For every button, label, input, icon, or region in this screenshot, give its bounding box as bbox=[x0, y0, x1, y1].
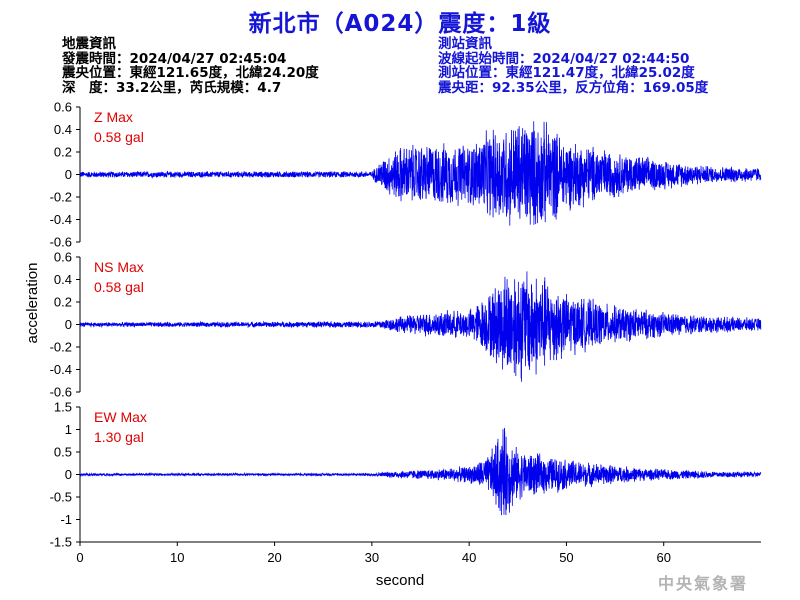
y-tick-label: 0.4 bbox=[54, 272, 72, 287]
x-tick-label: 20 bbox=[267, 550, 281, 565]
y-tick-label: 1 bbox=[65, 422, 72, 437]
y-tick-label: -0.4 bbox=[50, 212, 72, 227]
x-tick-label: 60 bbox=[656, 550, 670, 565]
y-tick-label: -0.6 bbox=[50, 235, 72, 250]
y-tick-label: -0.5 bbox=[50, 490, 72, 505]
component-label: EW Max bbox=[94, 409, 147, 425]
distance-azimuth: 震央距：92.35公里，反方位角：169.05度 bbox=[438, 79, 709, 96]
y-tick-label: -1.5 bbox=[50, 535, 72, 550]
y-tick-label: 0.2 bbox=[54, 145, 72, 160]
y-tick-label: 0 bbox=[65, 167, 72, 182]
depth-magnitude: 深 度：33.2公里，芮氏規模：4.7 bbox=[62, 79, 282, 96]
y-tick-label: 0.6 bbox=[54, 100, 72, 115]
x-tick-label: 30 bbox=[365, 550, 379, 565]
waveform-trace-ns bbox=[79, 271, 762, 382]
x-tick-label: 50 bbox=[559, 550, 573, 565]
y-tick-label: -0.2 bbox=[50, 190, 72, 205]
station-info-heading: 測站資訊 bbox=[438, 36, 492, 52]
chart-title: 新北市（A024）震度：1級 bbox=[248, 11, 552, 37]
x-tick-label: 0 bbox=[76, 550, 83, 565]
x-axis-title: second bbox=[376, 572, 424, 589]
y-tick-label: -0.6 bbox=[50, 385, 72, 400]
y-axis-title: acceleration bbox=[24, 263, 41, 344]
station-info: 測站資訊 波線起始時間：2024/04/27 02:44:50 測站位置：東經1… bbox=[438, 37, 708, 95]
y-tick-label: 0.4 bbox=[54, 122, 72, 137]
x-tick-label: 10 bbox=[170, 550, 184, 565]
y-tick-label: 0 bbox=[65, 467, 72, 482]
y-tick-label: 0.2 bbox=[54, 295, 72, 310]
waveform-start-time: 波線起始時間：2024/04/27 02:44:50 bbox=[438, 50, 690, 67]
y-tick-label: -0.2 bbox=[50, 340, 72, 355]
y-tick-label: -1 bbox=[60, 512, 72, 527]
earthquake-info-heading: 地震資訊 bbox=[62, 36, 116, 52]
component-label: Z Max bbox=[94, 109, 133, 125]
waveform-trace-ew bbox=[79, 427, 762, 516]
origin-time: 發震時間：2024/04/27 02:45:04 bbox=[62, 50, 287, 67]
station-location: 測站位置：東經121.47度，北緯25.02度 bbox=[438, 65, 695, 81]
y-tick-label: 0 bbox=[65, 317, 72, 332]
epicenter-location: 震央位置：東經121.65度，北緯24.20度 bbox=[62, 65, 319, 81]
y-tick-label: -0.4 bbox=[50, 362, 72, 377]
x-tick-label: 40 bbox=[462, 550, 476, 565]
component-label: NS Max bbox=[94, 259, 144, 275]
max-value-label: 0.58 gal bbox=[94, 279, 144, 295]
max-value-label: 0.58 gal bbox=[94, 129, 144, 145]
y-tick-label: 0.6 bbox=[54, 250, 72, 265]
earthquake-info: 地震資訊 發震時間：2024/04/27 02:45:04 震央位置：東經121… bbox=[62, 37, 319, 95]
waveform-trace-z bbox=[79, 121, 762, 226]
y-tick-label: 1.5 bbox=[54, 400, 72, 415]
max-value-label: 1.30 gal bbox=[94, 429, 144, 445]
y-tick-label: 0.5 bbox=[54, 445, 72, 460]
agency-watermark: 中央氣象署 bbox=[657, 574, 748, 593]
